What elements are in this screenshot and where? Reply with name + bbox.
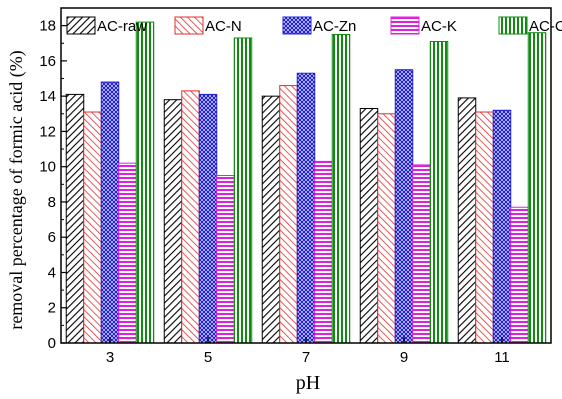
bar-ac-cl-ph-5 [233, 37, 253, 344]
legend-swatch-ac-k [390, 16, 420, 35]
x-tick-label: 7 [302, 349, 310, 366]
bar-ac-n-ph-9 [377, 113, 396, 344]
bar-ac-cl-ph-3 [135, 21, 155, 344]
bar-ac-raw-ph-3 [65, 93, 85, 344]
bar-ac-zn-ph-9 [394, 69, 414, 344]
x-tick-label: 3 [106, 349, 114, 366]
x-tick-label: 11 [494, 349, 510, 366]
y-tick-label: 10 [39, 159, 56, 176]
bar-ac-cl-ph-7 [331, 33, 351, 344]
legend-swatch-ac-zn [282, 16, 312, 35]
bar-ac-raw-ph-11 [457, 97, 477, 344]
x-axis-title: pH [296, 372, 320, 394]
y-tick-label: 4 [48, 264, 56, 281]
bar-ac-k-ph-3 [118, 162, 137, 344]
y-axis-title: removal percentage of formic acid (%) [6, 50, 27, 329]
y-tick-label: 8 [48, 194, 56, 211]
legend-label-ac-n: AC-N [205, 18, 242, 35]
bar-ac-k-ph-7 [314, 160, 333, 344]
bar-ac-k-ph-5 [216, 175, 235, 344]
y-tick-label: 16 [39, 53, 56, 70]
y-tick-label: 2 [48, 300, 56, 317]
legend-label-ac-raw: AC-raw [97, 18, 147, 35]
bar-ac-raw-ph-7 [261, 95, 281, 344]
bar-ac-n-ph-7 [279, 85, 298, 344]
legend-swatch-ac-raw [66, 16, 96, 35]
bar-ac-raw-ph-9 [359, 108, 379, 344]
y-tick-label: 6 [48, 229, 56, 246]
x-tick-label: 9 [400, 349, 408, 366]
bar-ac-cl-ph-9 [429, 41, 449, 344]
bar-ac-k-ph-9 [412, 164, 431, 344]
bar-ac-n-ph-11 [475, 111, 494, 344]
legend-swatch-ac-cl [498, 16, 528, 35]
y-tick-label: 0 [48, 335, 56, 352]
bar-ac-n-ph-5 [181, 90, 200, 344]
legend-swatch-ac-n [174, 16, 204, 35]
bars-layer [65, 21, 547, 344]
bar-ac-zn-ph-3 [100, 81, 120, 344]
bar-ac-cl-ph-11 [527, 32, 547, 344]
bar-ac-zn-ph-7 [296, 72, 316, 344]
y-tick-label: 14 [39, 88, 56, 105]
bar-ac-zn-ph-11 [492, 109, 512, 344]
x-tick-label: 5 [204, 349, 212, 366]
y-tick-label: 12 [39, 123, 56, 140]
bar-ac-raw-ph-5 [163, 99, 183, 344]
legend-label-ac-k: AC-K [421, 18, 457, 35]
legend-label-ac-cl: AC-Cl [529, 18, 562, 35]
y-tick-label: 18 [39, 18, 56, 35]
bar-ac-k-ph-11 [510, 206, 529, 344]
legend-label-ac-zn: AC-Zn [313, 18, 356, 35]
bar-ac-zn-ph-5 [198, 93, 218, 344]
legend: AC-raw AC-N AC-Zn AC-K AC-Cl [66, 16, 562, 35]
bar-ac-n-ph-3 [83, 111, 102, 344]
axes-layer: 0 2 4 6 8 10 12 14 16 18 3 5 7 9 11 [39, 7, 552, 366]
